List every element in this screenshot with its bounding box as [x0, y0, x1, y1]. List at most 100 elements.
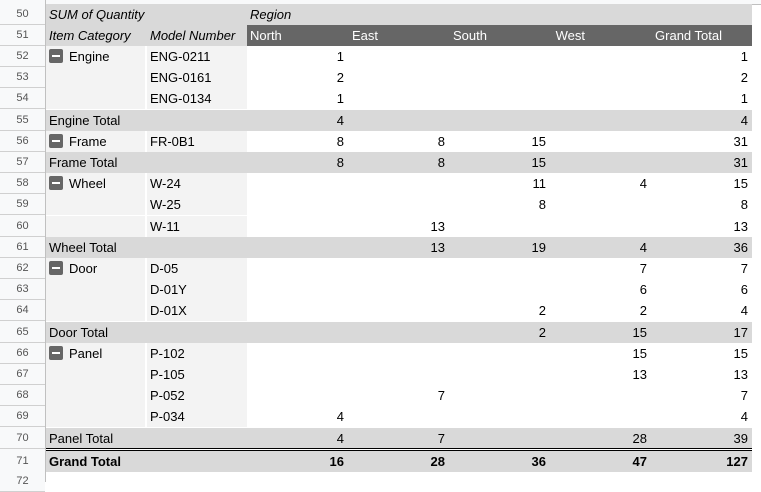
- value-cell-south[interactable]: [449, 385, 550, 406]
- model-cell[interactable]: D-01Y: [147, 279, 247, 301]
- column-header-east[interactable]: East: [348, 25, 449, 46]
- collapse-icon[interactable]: [49, 261, 63, 275]
- value-cell-north[interactable]: [247, 173, 348, 194]
- value-cell-east[interactable]: 8: [348, 152, 449, 173]
- value-cell-grand-total[interactable]: 1: [740, 49, 748, 64]
- model-cell[interactable]: ENG-0211: [147, 46, 247, 67]
- value-cell-east[interactable]: [348, 279, 449, 300]
- row-number[interactable]: 66: [0, 342, 45, 364]
- value-cell-south[interactable]: [449, 427, 550, 449]
- row-number[interactable]: 53: [0, 67, 45, 89]
- column-field-label[interactable]: Region: [247, 4, 752, 25]
- value-cell-north[interactable]: 4: [336, 409, 344, 425]
- column-header-grand-total[interactable]: Grand Total: [651, 25, 752, 46]
- category-cell[interactable]: Frame: [46, 130, 147, 152]
- collapse-icon[interactable]: [49, 345, 63, 360]
- value-cell-grand-total[interactable]: 13: [733, 218, 748, 234]
- value-cell-south[interactable]: 19: [449, 236, 550, 258]
- row-number[interactable]: 63: [0, 279, 45, 301]
- value-cell-west[interactable]: 6: [639, 282, 647, 298]
- value-cell-west[interactable]: 2: [639, 303, 647, 319]
- row-number[interactable]: 57: [0, 152, 45, 173]
- value-cell-south[interactable]: [449, 88, 550, 109]
- value-cell-north[interactable]: [247, 300, 348, 321]
- model-cell[interactable]: P-105: [147, 364, 247, 385]
- model-cell[interactable]: ENG-0161: [147, 67, 247, 89]
- value-cell-north[interactable]: [247, 279, 348, 300]
- value-cell-south[interactable]: [449, 216, 550, 237]
- total-label[interactable]: Door Total: [46, 321, 247, 343]
- value-cell-grand-total[interactable]: 8: [740, 197, 748, 213]
- value-cell-grand-total[interactable]: 127: [651, 450, 752, 472]
- category-cell[interactable]: [46, 385, 147, 407]
- value-cell-north[interactable]: 8: [247, 152, 348, 173]
- row-number[interactable]: 70: [0, 427, 45, 449]
- value-cell-west[interactable]: 7: [639, 261, 647, 276]
- category-cell[interactable]: [46, 406, 147, 428]
- value-cell-east[interactable]: [348, 67, 449, 88]
- value-cell-north[interactable]: [247, 364, 348, 385]
- column-header-south[interactable]: South: [449, 25, 550, 46]
- value-cell-north[interactable]: [247, 216, 348, 237]
- value-cell-west[interactable]: [550, 46, 651, 67]
- value-cell-north[interactable]: [247, 194, 348, 215]
- value-cell-east[interactable]: 28: [348, 450, 449, 472]
- model-cell[interactable]: W-24: [147, 173, 247, 195]
- model-cell[interactable]: W-25: [147, 194, 247, 216]
- row-number[interactable]: 58: [0, 173, 45, 195]
- value-cell-north[interactable]: 8: [336, 133, 344, 149]
- column-header-north[interactable]: North: [247, 25, 348, 46]
- value-cell-grand-total[interactable]: 15: [733, 345, 748, 361]
- row-number[interactable]: 56: [0, 130, 45, 152]
- total-label[interactable]: Panel Total: [46, 427, 247, 449]
- category-cell[interactable]: [46, 194, 147, 216]
- value-cell-east[interactable]: [348, 406, 449, 427]
- model-cell[interactable]: W-11: [147, 215, 247, 237]
- value-cell-grand-total[interactable]: 36: [651, 236, 752, 258]
- category-cell[interactable]: [46, 67, 147, 89]
- value-cell-east[interactable]: [348, 364, 449, 385]
- value-cell-south[interactable]: 36: [449, 450, 550, 472]
- row-number[interactable]: 65: [0, 321, 45, 343]
- value-cell-east[interactable]: [348, 173, 449, 194]
- value-cell-north[interactable]: 1: [336, 49, 344, 64]
- category-cell[interactable]: [46, 215, 147, 237]
- value-cell-north[interactable]: 4: [247, 109, 348, 131]
- value-cell-grand-total[interactable]: 31: [651, 152, 752, 173]
- value-cell-grand-total[interactable]: 4: [740, 409, 748, 425]
- value-cell-grand-total[interactable]: 1: [740, 91, 748, 107]
- row-number[interactable]: 51: [0, 25, 45, 46]
- value-cell-grand-total[interactable]: 15: [733, 176, 748, 192]
- value-cell-west[interactable]: [550, 131, 651, 152]
- value-cell-grand-total[interactable]: 2: [740, 70, 748, 86]
- row-number[interactable]: 54: [0, 88, 45, 110]
- value-cell-south[interactable]: 2: [449, 321, 550, 343]
- row-number[interactable]: 67: [0, 364, 45, 385]
- value-cell-west[interactable]: 4: [550, 236, 651, 258]
- total-label[interactable]: Grand Total: [46, 450, 247, 472]
- value-cell-west[interactable]: 4: [639, 176, 647, 192]
- value-cell-south[interactable]: 2: [538, 303, 546, 319]
- category-cell[interactable]: [46, 88, 147, 110]
- value-cell-grand-total[interactable]: 6: [740, 282, 748, 298]
- row-number[interactable]: 59: [0, 194, 45, 216]
- model-cell[interactable]: P-034: [147, 406, 247, 428]
- collapse-icon[interactable]: [49, 133, 63, 148]
- value-cell-north[interactable]: 16: [247, 450, 348, 472]
- value-cell-grand-total[interactable]: 7: [740, 261, 748, 276]
- value-cell-east[interactable]: [348, 321, 449, 343]
- column-header-west[interactable]: West: [550, 25, 651, 46]
- value-cell-south[interactable]: [449, 279, 550, 300]
- category-cell[interactable]: [46, 364, 147, 385]
- value-label[interactable]: SUM of Quantity: [46, 4, 247, 25]
- row-number[interactable]: 64: [0, 300, 45, 322]
- category-cell[interactable]: Door: [46, 258, 147, 279]
- value-cell-north[interactable]: [247, 343, 348, 364]
- value-cell-east[interactable]: 13: [430, 218, 445, 234]
- value-cell-grand-total[interactable]: 4: [651, 109, 752, 131]
- value-cell-west[interactable]: 28: [550, 427, 651, 449]
- value-cell-grand-total[interactable]: 4: [740, 303, 748, 319]
- model-cell[interactable]: D-05: [147, 258, 247, 279]
- value-cell-west[interactable]: [550, 406, 651, 427]
- value-cell-east[interactable]: [348, 300, 449, 321]
